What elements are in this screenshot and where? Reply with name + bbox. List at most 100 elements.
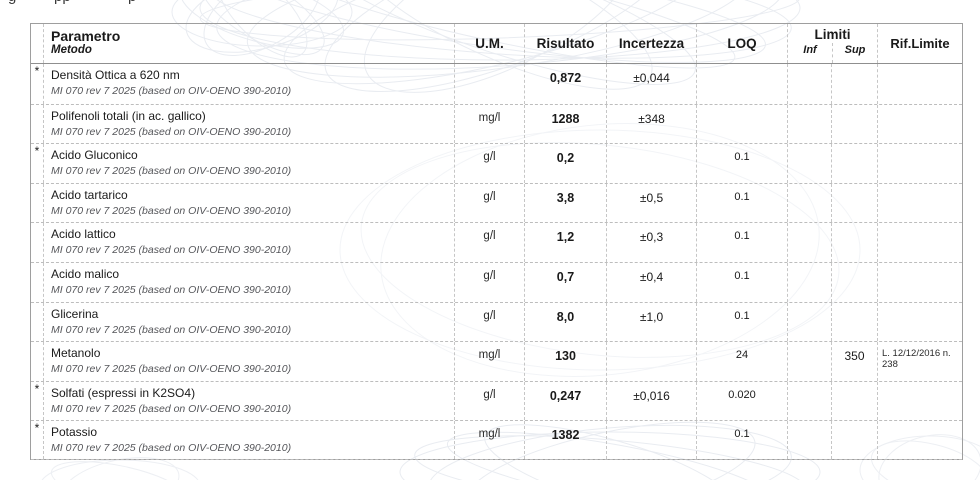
cell-rif-limite	[877, 64, 962, 104]
parameter-method: MI 070 rev 7 2025 (based on OIV-OENO 390…	[51, 244, 292, 257]
cell-limite-inf	[787, 302, 831, 342]
cell-limite-sup: 350	[831, 342, 877, 381]
parameter-method: MI 070 rev 7 2025 (based on OIV-OENO 390…	[51, 283, 292, 296]
parameter-name: Glicerina	[51, 306, 99, 321]
cell-parametro: Metanolo MI 070 rev 7 2025 (based on OIV…	[43, 342, 454, 381]
cell-um: mg/l	[454, 342, 524, 381]
accredited-asterisk	[31, 263, 43, 302]
cell-limite-sup	[831, 223, 877, 262]
cell-incertezza: ±0,044	[606, 64, 696, 104]
cell-limite-inf	[787, 421, 831, 459]
cell-risultato: 1,2	[524, 223, 606, 262]
accredited-asterisk	[31, 184, 43, 223]
parameter-method: MI 070 rev 7 2025 (based on OIV-OENO 390…	[51, 204, 292, 217]
cell-um: g/l	[454, 183, 524, 223]
cell-rif-limite: L. 12/12/2016 n. 238	[877, 342, 962, 381]
parameter-name: Acido lattico	[51, 227, 116, 242]
cell-incertezza: ±0,5	[606, 183, 696, 223]
header-limiti-label: Limiti	[814, 27, 851, 42]
cell-risultato: 0,7	[524, 262, 606, 302]
cell-parametro: Polifenoli totali (in ac. gallico) MI 07…	[43, 104, 454, 144]
text-fragment: pp	[54, 0, 71, 5]
cell-rif-limite	[877, 302, 962, 342]
cell-rif-limite	[877, 262, 962, 302]
cell-loq: 0.1	[696, 262, 787, 302]
cell-um: g/l	[454, 302, 524, 342]
cell-limite-sup	[831, 104, 877, 144]
cell-parametro: Acido malico MI 070 rev 7 2025 (based on…	[43, 262, 454, 302]
cell-parametro: Acido tartarico MI 070 rev 7 2025 (based…	[43, 183, 454, 223]
cell-incertezza: ±0,016	[606, 381, 696, 421]
cell-loq: 0.1	[696, 144, 787, 183]
cell-risultato: 130	[524, 342, 606, 381]
table-row: * Solfati (espressi in K2SO4) MI 070 rev…	[31, 380, 962, 421]
parameter-name: Solfati (espressi in K2SO4)	[51, 385, 196, 400]
accredited-asterisk: *	[34, 381, 40, 396]
header-loq: LOQ	[696, 24, 787, 63]
header-parametro: Parametro Metodo	[43, 24, 454, 63]
accredited-asterisk	[31, 223, 43, 262]
cell-risultato: 1382	[524, 421, 606, 459]
header-limiti: Limiti Inf Sup	[787, 24, 877, 63]
cell-um	[454, 64, 524, 104]
header-um: U.M.	[454, 24, 524, 63]
table-row: Metanolo MI 070 rev 7 2025 (based on OIV…	[31, 341, 962, 381]
header-rif-limite: Rif.Limite	[877, 24, 962, 63]
parameter-name: Acido malico	[51, 266, 120, 281]
cell-rif-limite	[877, 421, 962, 459]
cell-um: mg/l	[454, 421, 524, 459]
cell-loq	[696, 104, 787, 144]
cell-limite-sup	[831, 421, 877, 459]
cell-loq: 0.1	[696, 223, 787, 262]
cell-parametro: Glicerina MI 070 rev 7 2025 (based on OI…	[43, 302, 454, 342]
header-limiti-sup: Sup	[844, 44, 866, 56]
cell-limite-inf	[787, 104, 831, 144]
cell-limite-sup	[831, 183, 877, 223]
parameter-name: Potassio	[51, 425, 98, 440]
table-row: Polifenoli totali (in ac. gallico) MI 07…	[31, 103, 962, 144]
cell-loq	[696, 64, 787, 104]
accredited-asterisk	[31, 303, 43, 342]
table-row: Acido lattico MI 070 rev 7 2025 (based o…	[31, 222, 962, 262]
table-row: * Densità Ottica a 620 nm MI 070 rev 7 2…	[31, 64, 962, 104]
parameter-method: MI 070 rev 7 2025 (based on OIV-OENO 390…	[51, 85, 292, 97]
cell-incertezza	[606, 342, 696, 381]
table-row: * Potassio MI 070 rev 7 2025 (based on O…	[31, 420, 962, 460]
cell-limite-inf	[787, 262, 831, 302]
parameter-method: MI 070 rev 7 2025 (based on OIV-OENO 390…	[51, 442, 292, 455]
table-row: Acido tartarico MI 070 rev 7 2025 (based…	[31, 182, 962, 223]
cell-limite-sup	[831, 381, 877, 421]
table-row: Acido malico MI 070 rev 7 2025 (based on…	[31, 261, 962, 302]
cell-parametro: Densità Ottica a 620 nm MI 070 rev 7 202…	[43, 64, 454, 104]
cell-limite-inf	[787, 223, 831, 262]
header-asterisk-spacer	[31, 24, 43, 63]
cell-loq: 0.1	[696, 302, 787, 342]
cell-um: g/l	[454, 144, 524, 183]
text-fragment: p	[128, 0, 136, 5]
cell-um: g/l	[454, 262, 524, 302]
parameter-method: MI 070 rev 7 2025 (based on OIV-OENO 390…	[51, 323, 292, 336]
cropped-top-text: g pp p	[0, 0, 260, 7]
cell-limite-inf	[787, 342, 831, 381]
table-row: * Acido Gluconico MI 070 rev 7 2025 (bas…	[31, 143, 962, 183]
cell-parametro: Solfati (espressi in K2SO4) MI 070 rev 7…	[43, 381, 454, 421]
parameter-method: MI 070 rev 7 2025 (based on OIV-OENO 390…	[51, 402, 292, 415]
cell-um: g/l	[454, 381, 524, 421]
cell-parametro: Acido Gluconico MI 070 rev 7 2025 (based…	[43, 144, 454, 183]
table-body: * Densità Ottica a 620 nm MI 070 rev 7 2…	[31, 64, 962, 460]
accredited-asterisk	[31, 105, 43, 144]
cell-parametro: Potassio MI 070 rev 7 2025 (based on OIV…	[43, 421, 454, 459]
header-metodo-label: Metodo	[51, 44, 92, 56]
cell-risultato: 1288	[524, 104, 606, 144]
cell-limite-inf	[787, 144, 831, 183]
cell-incertezza	[606, 421, 696, 459]
cell-parametro: Acido lattico MI 070 rev 7 2025 (based o…	[43, 223, 454, 262]
cell-rif-limite	[877, 381, 962, 421]
header-parametro-label: Parametro	[51, 28, 121, 44]
cell-rif-limite	[877, 104, 962, 144]
cell-um: g/l	[454, 223, 524, 262]
parameter-method: MI 070 rev 7 2025 (based on OIV-OENO 390…	[51, 125, 292, 138]
cell-incertezza	[606, 144, 696, 183]
header-risultato: Risultato	[524, 24, 606, 63]
cell-loq: 0.1	[696, 183, 787, 223]
